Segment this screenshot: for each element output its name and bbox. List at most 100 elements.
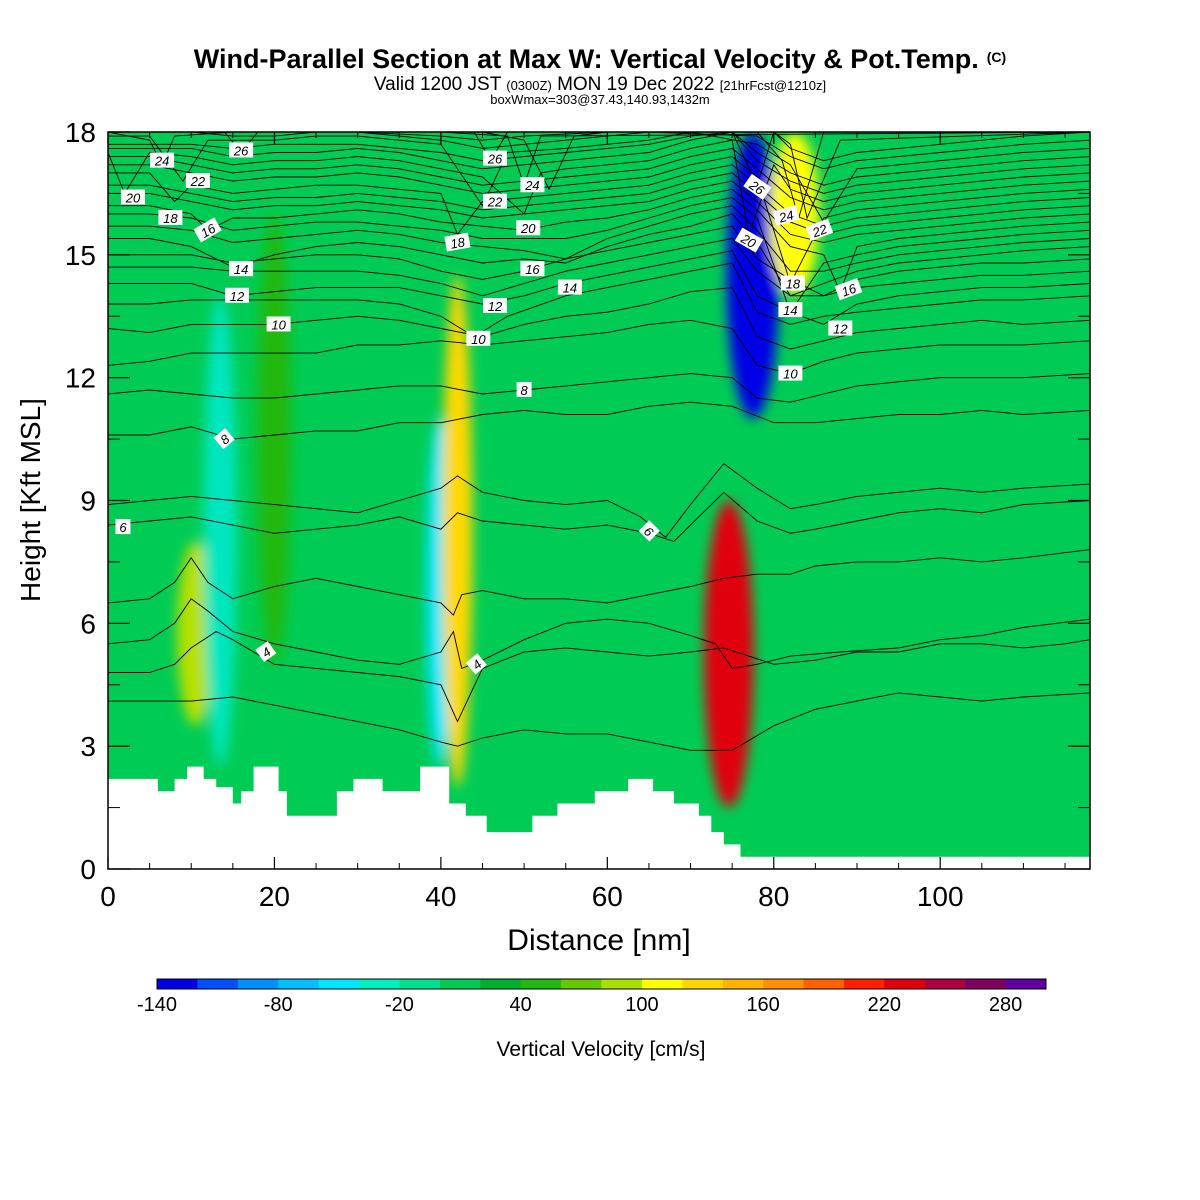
chart-title: Wind-Parallel Section at Max W: Vertical…: [193, 44, 1007, 74]
svg-text:16: 16: [839, 280, 858, 299]
velocity-feature-1: [203, 295, 237, 767]
svg-text:12: 12: [833, 322, 848, 337]
contour-label-23: 20: [120, 189, 145, 206]
svg-text:14: 14: [234, 262, 248, 277]
contour-label-19: 16: [834, 278, 863, 301]
colorbar-swatch-9: [520, 979, 562, 989]
chart-subtitle: Valid 1200 JST (0300Z) MON 19 Dec 2022 […: [373, 74, 827, 95]
colorbar-tick-4: 100: [625, 994, 658, 1016]
svg-text:22: 22: [487, 195, 503, 210]
theta-contour-6: [108, 401, 1090, 440]
theta-contour-21: [108, 156, 1090, 285]
contour-label-12: 12: [482, 298, 507, 314]
theta-contour-22: [108, 147, 1090, 211]
x-tick-label-0: 0: [100, 881, 116, 912]
svg-text:10: 10: [471, 332, 486, 347]
x-axis-label: Distance [nm]: [507, 924, 690, 957]
svg-text:20: 20: [125, 191, 141, 206]
theta-contour-13: [108, 225, 1090, 297]
y-tick-label-6: 18: [65, 117, 96, 148]
colorbar-tick-5: 160: [746, 994, 779, 1016]
contour-label-20: 18: [158, 209, 183, 226]
y-tick-label-3: 9: [80, 486, 96, 517]
box-info: boxWmax=303@37.43,140.93,1432m: [490, 92, 710, 107]
colorbar-swatch-11: [601, 979, 643, 989]
contour-label-6: 8: [213, 428, 235, 450]
svg-text:16: 16: [525, 262, 540, 277]
contour-label-13: 12: [828, 320, 853, 337]
x-tick-label-3: 60: [592, 881, 623, 912]
y-tick-label-0: 0: [80, 854, 96, 885]
colorbar-tick-7: 280: [989, 994, 1022, 1016]
colorbar-tick-3: 40: [510, 994, 532, 1016]
contour-label-1: 4: [255, 641, 277, 663]
contour-label-11: 12: [224, 287, 249, 304]
x-tick-label-4: 80: [758, 881, 789, 912]
contour-label-30: 24: [520, 177, 545, 193]
svg-text:24: 24: [776, 207, 795, 225]
colorbar-swatch-13: [682, 979, 724, 989]
colorbar-swatch-5: [359, 979, 400, 989]
svg-text:12: 12: [230, 289, 245, 304]
theta-contour-11: [108, 250, 1090, 325]
theta-contour-20: [108, 164, 1090, 236]
colorbar-tick-6: 220: [868, 994, 901, 1016]
colorbar-swatch-6: [399, 979, 441, 989]
theta-contour-3: [108, 549, 1090, 616]
colorbar-swatch-12: [641, 979, 683, 989]
contour-label-8: 10: [778, 365, 803, 382]
theta-contour-23: [108, 139, 1090, 237]
theta-contour-4: [108, 491, 1090, 542]
colorbar-swatch-19: [924, 979, 966, 989]
contour-label-32: 26: [229, 142, 254, 158]
theta-contour-16: [108, 197, 1090, 314]
svg-text:26: 26: [487, 152, 503, 167]
y-tick-label-2: 6: [80, 608, 96, 639]
colorbar-swatch-18: [884, 979, 926, 989]
x-tick-label-1: 20: [259, 881, 290, 912]
velocity-feature-5: [703, 500, 754, 808]
contour-label-27: 22: [482, 193, 507, 210]
velocity-feature-2: [257, 213, 292, 665]
theta-contour-27: [108, 132, 1090, 170]
colorbar-swatch-14: [722, 979, 764, 989]
svg-text:18: 18: [163, 211, 178, 226]
colorbar-swatch-1: [197, 979, 239, 989]
svg-text:8: 8: [520, 383, 528, 398]
theta-contour-5: [108, 462, 1090, 539]
theta-contour-7: [108, 373, 1090, 403]
theta-contour-1: [108, 630, 1090, 723]
colorbar-swatch-17: [843, 979, 885, 989]
svg-text:18: 18: [449, 234, 467, 251]
colorbar-swatch-7: [439, 979, 481, 989]
contour-label-29: 24: [150, 152, 175, 169]
y-axis-label: Height [Kft MSL]: [15, 398, 46, 602]
y-tick-label-5: 15: [65, 240, 96, 271]
colorbar-swatch-20: [965, 979, 1007, 989]
contour-label-26: 22: [185, 173, 210, 189]
svg-text:6: 6: [119, 520, 127, 535]
contour-label-25: 20: [734, 227, 764, 253]
svg-text:14: 14: [783, 303, 797, 318]
theta-contour-24: [108, 132, 1090, 194]
contour-label-4: 6: [115, 519, 131, 535]
svg-text:12: 12: [488, 299, 503, 314]
colorbar-swatch-15: [763, 979, 805, 989]
theta-contour-15: [108, 205, 1090, 272]
contour-label-16: 14: [778, 302, 803, 318]
theta-contour-8: [108, 319, 1090, 375]
contour-label-18: 16: [520, 261, 545, 277]
theta-contour-12: [108, 238, 1090, 297]
contour-label-10: 10: [466, 330, 491, 347]
contour-label-33: 26: [482, 150, 507, 167]
colorbar-label: Vertical Velocity [cm/s]: [497, 1038, 706, 1061]
y-tick-label-4: 12: [65, 363, 96, 394]
theta-contour-19: [108, 172, 1090, 235]
contour-label-7: 8: [516, 381, 532, 398]
colorbar-swatch-4: [318, 979, 360, 989]
colorbar-swatch-0: [157, 979, 198, 989]
theta-contour-31: [108, 132, 1090, 220]
colorbar-tick-2: -20: [385, 994, 414, 1016]
svg-text:18: 18: [786, 276, 801, 291]
colorbar-swatch-21: [1005, 979, 1047, 989]
